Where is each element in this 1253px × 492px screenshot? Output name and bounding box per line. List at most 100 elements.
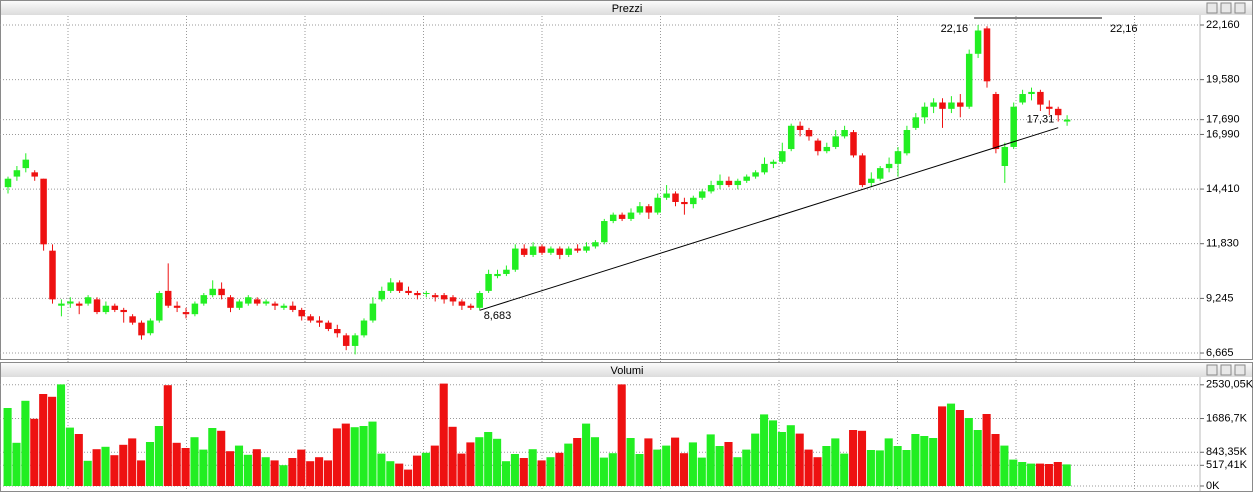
candle-body <box>547 248 555 253</box>
volume-bar <box>866 450 875 486</box>
volume-bar <box>359 426 368 486</box>
volume-bar <box>635 454 644 486</box>
volume-title: Volumi <box>610 365 643 377</box>
candle-body <box>707 185 715 192</box>
close-button[interactable] <box>1234 2 1246 14</box>
volume-bar <box>404 469 413 486</box>
price-panel <box>0 0 1253 360</box>
y-tick-label: 0K <box>1206 480 1220 492</box>
minimize-button[interactable] <box>1206 2 1218 14</box>
volume-bar <box>626 438 635 486</box>
volume-bar <box>608 453 617 486</box>
candle-body <box>156 293 163 321</box>
volume-bar <box>813 457 822 486</box>
volume-bar <box>857 430 867 486</box>
y-tick-label: 2530,05K <box>1206 379 1253 391</box>
volume-bar <box>332 428 341 486</box>
volume-bar <box>938 406 947 486</box>
candle-body <box>253 299 261 304</box>
volume-bar <box>448 426 457 486</box>
minimize-button[interactable] <box>1206 364 1218 376</box>
candle-body <box>787 125 795 150</box>
volume-bar <box>573 438 582 486</box>
volume-bar <box>671 437 680 486</box>
maximize-button[interactable] <box>1220 2 1232 14</box>
candle-body <box>698 191 706 198</box>
candle-body <box>805 130 813 137</box>
candle-body <box>1037 91 1044 105</box>
y-tick-label: 1686,7K <box>1206 412 1248 424</box>
volume-bar <box>822 446 831 486</box>
candle-body <box>503 269 510 274</box>
volume-bar <box>3 408 12 486</box>
volume-bar <box>190 437 199 486</box>
volume-bar <box>412 455 422 486</box>
candle-body <box>4 178 12 188</box>
candle-body <box>111 305 119 310</box>
volume-bar <box>1053 462 1062 486</box>
candle-body <box>663 193 670 198</box>
volume-bar <box>564 443 573 486</box>
candle-body <box>227 297 234 308</box>
candle-body <box>565 248 572 255</box>
candle-body <box>449 297 457 302</box>
volume-bar <box>12 442 21 486</box>
volume-bar <box>804 449 813 486</box>
candle-body <box>556 248 564 255</box>
candle-body <box>814 140 822 152</box>
volume-bar <box>92 449 101 486</box>
volume-bar <box>795 433 804 486</box>
volume-bar <box>653 449 662 486</box>
volume-bar <box>617 384 626 486</box>
candle-body <box>351 335 359 346</box>
volume-bar <box>768 420 778 486</box>
volume-bar <box>751 433 760 486</box>
candle-body <box>75 303 83 306</box>
candle-body <box>360 320 368 336</box>
candle-body <box>423 293 430 295</box>
candle-body <box>147 320 154 334</box>
volume-bar <box>270 460 279 486</box>
y-tick-label: 17,690 <box>1206 114 1240 126</box>
y-tick-label: 843,35K <box>1206 446 1248 458</box>
candle-body <box>40 178 47 245</box>
volume-bar <box>982 414 991 486</box>
close-button[interactable] <box>1234 364 1246 376</box>
candle-body <box>1028 91 1035 95</box>
volume-bar <box>315 457 324 486</box>
maximize-button[interactable] <box>1220 364 1232 376</box>
volume-bar <box>875 450 884 486</box>
volume-bar <box>537 460 546 486</box>
candle-body <box>743 176 750 181</box>
candle-body <box>271 303 279 306</box>
candle-body <box>859 155 866 186</box>
volume-bar <box>395 463 404 486</box>
volume-bar <box>145 442 155 486</box>
volume-bar <box>555 452 564 486</box>
candle-body <box>832 136 839 147</box>
candle-body <box>13 170 21 177</box>
trendline-end-label: 17,31 <box>1027 114 1055 126</box>
candle-body <box>885 163 893 169</box>
volume-bar <box>733 457 742 486</box>
candle-body <box>1010 106 1017 147</box>
volume-header <box>1 363 1252 377</box>
volume-bar <box>430 445 439 486</box>
candle-body <box>414 293 421 296</box>
candle-body <box>191 303 199 315</box>
candle-body <box>396 282 403 291</box>
volume-bar <box>1009 459 1018 486</box>
candle-body <box>636 206 644 213</box>
candle-body <box>583 246 590 251</box>
candle-body <box>58 303 65 306</box>
candle-body <box>601 221 608 243</box>
y-tick-label: 6,665 <box>1206 347 1234 359</box>
candle-body <box>939 102 946 109</box>
volume-bar <box>1018 462 1027 486</box>
volume-bar <box>528 449 537 486</box>
volume-bar <box>1027 463 1036 486</box>
volume-bar <box>323 460 333 486</box>
candle-body <box>173 305 181 308</box>
volume-bar <box>208 428 217 486</box>
